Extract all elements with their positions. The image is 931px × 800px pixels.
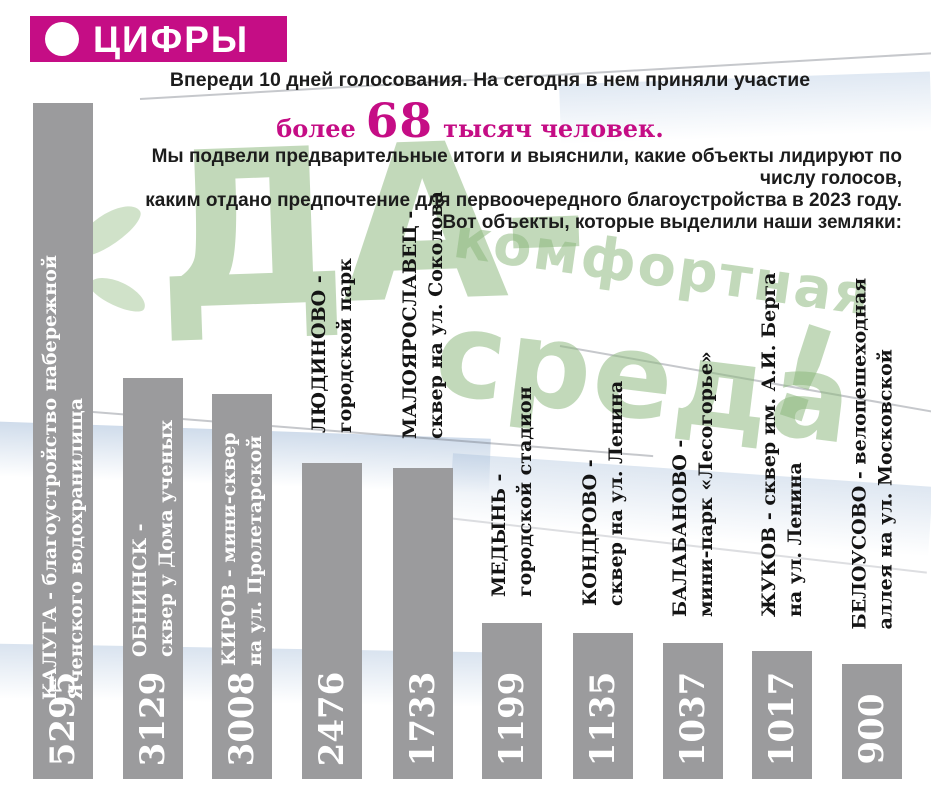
bar-калуга: [33, 103, 93, 779]
paragraph-line: Мы подвели предварительные итоги и выясн…: [151, 146, 902, 189]
bar-label-line1: КИРОВ - мини-сквер: [218, 432, 240, 666]
bar-label-line2: аллея на ул. Московской: [874, 349, 896, 630]
bar-label-киров: КИРОВ - мини-сквер на ул. Пролетарской: [216, 432, 268, 666]
bullet-circle-icon: [45, 22, 79, 56]
bar-киров: [212, 394, 272, 779]
bar-label-line1: ЛЮДИНОВО -: [308, 275, 330, 433]
bar-label-line2: городской парк: [334, 258, 356, 433]
bar-label-line1: МАЛОЯРОСЛАВЕЦ -: [399, 210, 421, 439]
bar-value-людиново: 2476: [312, 671, 352, 767]
bar-обнинск: [123, 378, 183, 779]
paragraph-line: Вот объекты, которые выделили наши земля…: [442, 212, 902, 233]
bar-value-балабаново: 1037: [673, 671, 713, 767]
bar-label-line2: мини-парк «Лесогорье»: [695, 351, 717, 617]
bar-малоярославец: [393, 468, 453, 779]
intro-line: Впереди 10 дней голосования. На сегодня …: [169, 69, 811, 91]
highlight-suffix: тысяч человек.: [443, 114, 664, 143]
bar-value-обнинск: 3129: [133, 671, 173, 767]
intro-paragraph: Мы подвели предварительные итоги и выясн…: [100, 146, 902, 234]
bar-value-медынь: 1199: [492, 671, 532, 767]
bar-label-line1: ЖУКОВ - сквер им. А.И. Берга: [758, 272, 780, 618]
bar-label-line2: сквер на ул. Ленина: [605, 380, 627, 606]
bar-балабаново: [663, 643, 723, 779]
bar-label-line2: Яченского водохранилища: [65, 397, 87, 700]
bar-value-калуга: 5295: [43, 671, 83, 767]
participants-highlight: более 68 тысяч человек.: [100, 94, 840, 149]
bar-label-кондрово: КОНДРОВО - сквер на ул. Ленина: [577, 380, 629, 606]
bar-value-кондрово: 1135: [583, 671, 623, 767]
bar-label-line2: сквер на ул. Соколова: [425, 191, 447, 439]
section-badge: ЦИФРЫ: [30, 16, 287, 62]
bar-label-line1: МЕДЫНЬ -: [488, 473, 510, 597]
highlight-number: 68: [365, 94, 434, 149]
bar-value-малоярославец: 1733: [403, 671, 443, 767]
bar-label-line2: на ул. Пролетарской: [244, 435, 266, 666]
bar-label-балабаново: БАЛАБАНОВО - мини-парк «Лесогорье»: [667, 351, 719, 617]
bar-жуков: [752, 651, 812, 779]
bar-label-малоярославец: МАЛОЯРОСЛАВЕЦ - сквер на ул. Соколова: [397, 191, 449, 439]
bar-value-жуков: 1017: [762, 671, 802, 767]
bar-label-line1: КАЛУГА - благоустройство набережной: [39, 255, 61, 700]
bar-label-жуков: ЖУКОВ - сквер им. А.И. Берга на ул. Ленин…: [756, 272, 808, 618]
bar-label-калуга: КАЛУГА - благоустройство набережной Яченс…: [37, 255, 89, 700]
bar-label-медынь: МЕДЫНЬ - городской стадион: [486, 386, 538, 597]
bar-value-белоусово: 900: [852, 693, 892, 765]
bar-value-киров: 3008: [222, 671, 262, 767]
bar-label-line2: городской стадион: [514, 386, 536, 597]
paragraph-line: каким отдано предпочтение для первоочере…: [145, 190, 902, 211]
bar-людиново: [302, 463, 362, 779]
bar-label-белоусово: БЕЛОУСОВО - велопешеходная аллея на ул. М…: [846, 277, 898, 630]
highlight-prefix: более: [276, 114, 356, 143]
bar-кондрово: [573, 633, 633, 779]
bar-label-людиново: ЛЮДИНОВО - городской парк: [306, 258, 358, 433]
bar-label-обнинск: ОБНИНСК - сквер у Дома ученых: [127, 420, 179, 657]
bar-медынь: [482, 623, 542, 779]
section-title: ЦИФРЫ: [93, 18, 250, 60]
bar-label-line1: ОБНИНСК -: [129, 523, 151, 657]
bar-белоусово: [842, 664, 902, 779]
bar-label-line1: БЕЛОУСОВО - велопешеходная: [848, 277, 870, 630]
bar-label-line1: БАЛАБАНОВО -: [669, 439, 691, 617]
bar-label-line1: КОНДРОВО -: [579, 459, 601, 606]
bar-label-line2: сквер у Дома ученых: [155, 420, 177, 657]
bar-label-line2: на ул. Ленина: [784, 462, 806, 617]
